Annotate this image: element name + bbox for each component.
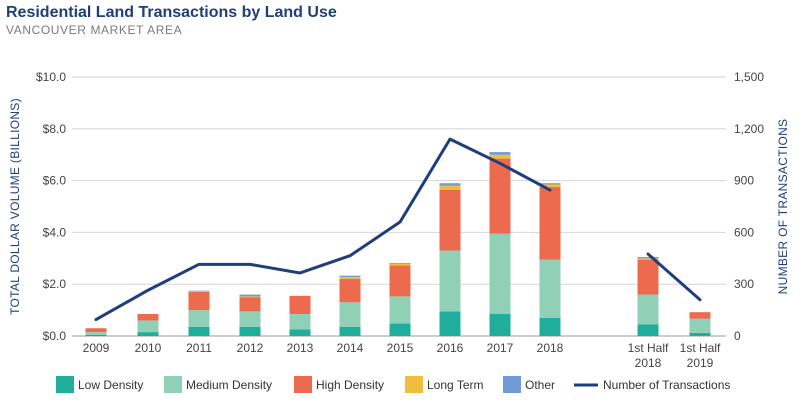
- transactions-line: [94, 137, 552, 322]
- bar-low-density: [339, 326, 361, 336]
- bar-other: [339, 275, 361, 277]
- bar-medium-density: [289, 313, 311, 330]
- legend-swatch-medium-density: [164, 376, 182, 393]
- x-tick-label-line2: 2018: [635, 356, 662, 370]
- legend-label: Other: [525, 378, 555, 392]
- y-axis-title: TOTAL DOLLAR VOLUME (BILLIONS): [8, 98, 22, 315]
- bar-medium-density: [188, 310, 210, 327]
- bar-high-density: [137, 313, 159, 321]
- y2-tick-label: 1,200: [734, 122, 764, 136]
- x-tick-label: 2009: [83, 341, 110, 355]
- bar-long-term: [339, 276, 361, 280]
- bar-low-density: [637, 324, 659, 336]
- bar-low-density: [239, 326, 261, 336]
- bar-medium-density: [239, 311, 261, 327]
- bar-long-term: [489, 154, 511, 159]
- bar-medium-density: [489, 233, 511, 314]
- bar-high-density: [689, 312, 711, 319]
- bar-other: [637, 257, 659, 259]
- bar-high-density: [539, 187, 561, 260]
- x-tick-label: 2013: [287, 341, 314, 355]
- x-tick-label: 2017: [487, 341, 514, 355]
- bar-other: [489, 152, 511, 155]
- bar-long-term: [439, 185, 461, 190]
- legend-swatch-high-density: [294, 376, 312, 393]
- bar-medium-density: [85, 332, 107, 335]
- y2-tick-label: 300: [734, 277, 754, 291]
- bar-high-density: [85, 328, 107, 333]
- chart-subtitle: VANCOUVER MARKET AREA: [6, 23, 183, 37]
- bar-medium-density: [689, 318, 711, 333]
- bar-high-density: [389, 265, 411, 297]
- x-tick-label: 2010: [135, 341, 162, 355]
- bar-low-density: [188, 326, 210, 336]
- bar-high-density: [439, 189, 461, 251]
- bar-low-density: [389, 323, 411, 336]
- bar-medium-density: [637, 294, 659, 325]
- x-tick-label: 2012: [237, 341, 264, 355]
- bar-high-density: [239, 297, 261, 312]
- legend-label: Low Density: [78, 378, 143, 392]
- x-tick-label-line2: 2019: [687, 356, 714, 370]
- y2-tick-label: 900: [734, 174, 754, 188]
- x-tick-label: 2014: [337, 341, 364, 355]
- bar-low-density: [539, 317, 561, 336]
- bar-low-density: [85, 334, 107, 336]
- legend-label: Medium Density: [186, 378, 272, 392]
- x-tick-label: 1st Half: [680, 341, 721, 355]
- bar-low-density: [489, 313, 511, 336]
- x-tick-label: 1st Half: [628, 341, 669, 355]
- legend-swatch-low-density: [56, 376, 74, 393]
- y2-axis-title: NUMBER OF TRANSACTIONS: [776, 119, 790, 295]
- bar-other: [439, 183, 461, 186]
- bar-low-density: [289, 329, 311, 336]
- y2-tick-label: 600: [734, 225, 754, 239]
- legend-swatch-long-term: [405, 376, 423, 393]
- bar-other: [389, 262, 411, 264]
- y2-tick-label: 0: [734, 329, 741, 343]
- bar-high-density: [188, 291, 210, 311]
- bar-long-term: [389, 263, 411, 266]
- x-tick-label: 2015: [387, 341, 414, 355]
- y-tick-label: $4.0: [43, 225, 67, 239]
- legend-label: High Density: [316, 378, 384, 392]
- bar-long-term: [539, 184, 561, 188]
- y-tick-label: $2.0: [43, 277, 67, 291]
- bar-high-density: [339, 279, 361, 303]
- transactions-line: [646, 252, 702, 302]
- legend-label: Long Term: [427, 378, 483, 392]
- bar-medium-density: [389, 296, 411, 324]
- bar-low-density: [689, 332, 711, 336]
- bar-low-density: [137, 332, 159, 336]
- bar-other: [188, 290, 210, 292]
- chart-title: Residential Land Transactions by Land Us…: [6, 4, 337, 21]
- y-tick-label: $6.0: [43, 174, 67, 188]
- x-tick-label: 2016: [437, 341, 464, 355]
- y-tick-label: $10.0: [36, 70, 66, 84]
- x-tick-label: 2011: [186, 341, 212, 355]
- y-tick-label: $8.0: [43, 122, 67, 136]
- bar-medium-density: [439, 250, 461, 312]
- x-tick-label: 2018: [537, 341, 564, 355]
- legend-swatch-other: [503, 376, 521, 393]
- bar-long-term: [637, 258, 659, 260]
- legend-label: Number of Transactions: [603, 378, 730, 392]
- bar-medium-density: [339, 302, 361, 327]
- bar-medium-density: [539, 259, 561, 318]
- bar-long-term: [239, 296, 261, 298]
- bar-other: [539, 183, 561, 185]
- bar-other: [239, 294, 261, 297]
- bar-medium-density: [137, 320, 159, 333]
- bar-high-density: [489, 158, 511, 234]
- y2-tick-label: 1,500: [734, 70, 764, 84]
- bar-high-density: [289, 295, 311, 314]
- bar-high-density: [637, 259, 659, 295]
- y-tick-label: $0.0: [43, 329, 67, 343]
- bar-long-term: [188, 291, 210, 292]
- bar-low-density: [439, 311, 461, 336]
